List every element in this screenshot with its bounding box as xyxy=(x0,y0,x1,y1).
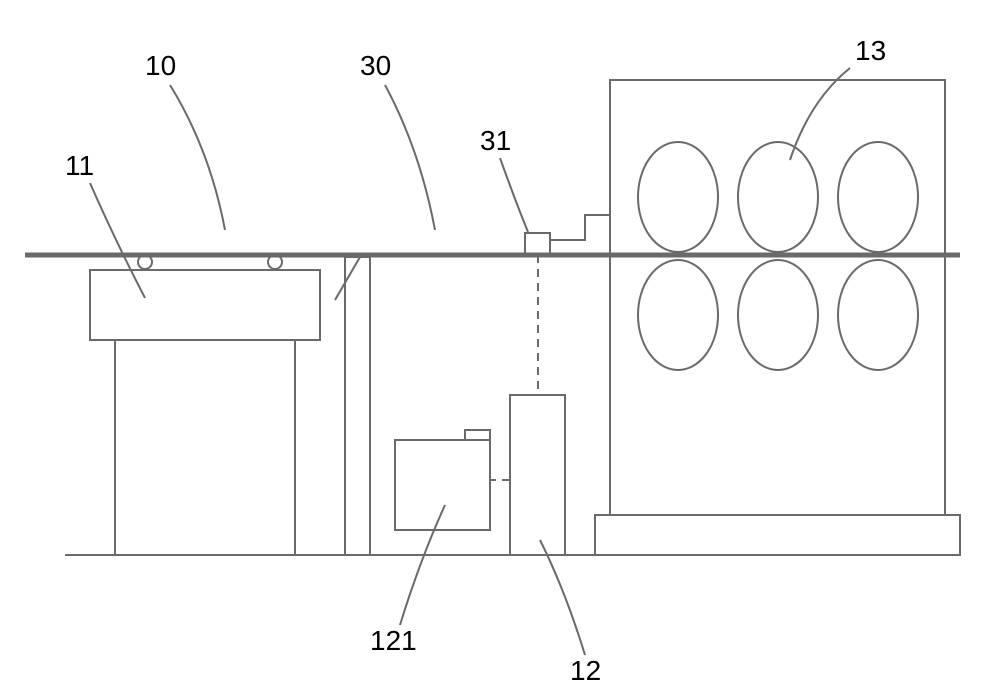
frame-30 xyxy=(345,257,370,555)
machine-13-roller-2 xyxy=(838,142,918,252)
machine-13-roller-0 xyxy=(638,142,718,252)
leader-l12 xyxy=(540,540,585,655)
label-l12: 12 xyxy=(570,655,601,686)
box-121 xyxy=(395,440,490,530)
technical-diagram: 10 30 13 31 11 121 12 xyxy=(0,0,1000,700)
connector-31-13 xyxy=(550,215,610,240)
leader-l31 xyxy=(500,158,528,232)
machine-13-base xyxy=(595,515,960,555)
machine-13-roller-1 xyxy=(738,142,818,252)
label-l10: 10 xyxy=(145,50,176,81)
label-l30: 30 xyxy=(360,50,391,81)
label-l31: 31 xyxy=(480,125,511,156)
sensor-31 xyxy=(525,233,550,255)
machine-13-roller-4 xyxy=(738,260,818,370)
station-11-table xyxy=(90,270,320,340)
box-12 xyxy=(510,395,565,555)
label-l121: 121 xyxy=(370,625,417,656)
machine-13-roller-3 xyxy=(638,260,718,370)
label-l13: 13 xyxy=(855,35,886,66)
leader-l10 xyxy=(170,85,225,230)
label-l11: 11 xyxy=(65,150,94,181)
machine-13-roller-5 xyxy=(838,260,918,370)
leader-l30 xyxy=(385,85,435,230)
